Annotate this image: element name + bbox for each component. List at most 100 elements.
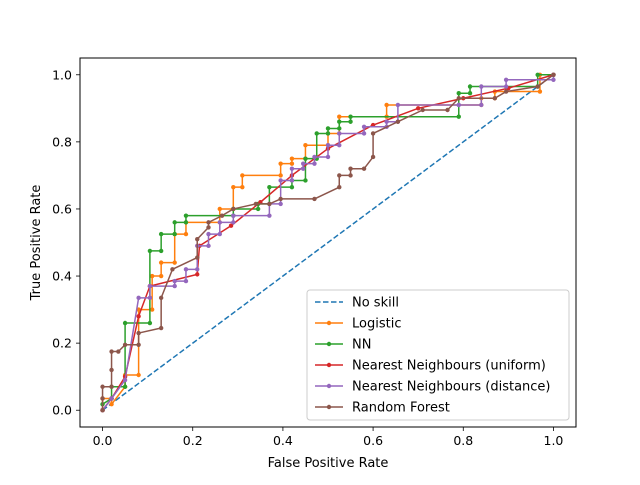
data-point-nearest-neighbours-distance-39 — [456, 102, 461, 108]
data-point-nearest-neighbours-distance-25 — [301, 161, 306, 166]
y-tick-label-2: 0.4 — [52, 269, 72, 284]
series-random-forest — [100, 72, 556, 413]
data-point-nearest-neighbours-distance-3 — [136, 295, 141, 301]
data-point-nearest-neighbours-distance-35 — [384, 119, 389, 124]
data-point-nearest-neighbours-distance-21 — [278, 178, 283, 183]
data-point-nearest-neighbours-distance-41 — [479, 84, 484, 89]
data-point-nearest-neighbours-distance-5 — [147, 283, 153, 289]
data-point-nearest-neighbours-distance-33 — [361, 124, 367, 129]
data-point-nearest-neighbours-distance-23 — [289, 166, 295, 171]
data-point-logistic-10 — [158, 273, 164, 279]
data-point-random-forest-3 — [109, 384, 114, 389]
data-point-random-forest-34 — [492, 96, 498, 101]
x-axis-ticks: 0.0 0.2 0.4 0.6 0.8 1.0 — [93, 427, 563, 448]
data-point-random-forest-5 — [109, 349, 114, 354]
data-point-nn-18 — [267, 184, 272, 190]
legend-label-logistic: Logistic — [352, 317, 401, 332]
data-point-random-forest-36 — [535, 84, 540, 89]
data-point-random-forest-8 — [136, 342, 141, 348]
data-point-random-forest-2 — [100, 384, 105, 389]
data-point-nn-26 — [325, 126, 331, 131]
data-point-nn-29 — [348, 119, 353, 124]
data-point-nearest-neighbours-distance-43 — [503, 77, 509, 83]
data-point-random-forest-29 — [370, 131, 376, 136]
data-point-nn-9 — [172, 231, 177, 237]
data-point-nearest-neighbours-distance-4 — [147, 295, 153, 301]
legend-label-random-forest: Random Forest — [352, 401, 450, 416]
y-axis-ticks: 0.0 0.2 0.4 0.6 0.8 1.0 — [52, 67, 80, 418]
data-point-nn-30 — [348, 114, 353, 119]
data-point-nearest-neighbours-distance-27 — [312, 154, 317, 160]
data-point-nearest-neighbours-distance-31 — [337, 131, 342, 136]
data-point-nn-31 — [456, 114, 461, 119]
data-point-nn-8 — [158, 231, 164, 237]
data-point-logistic-8 — [149, 307, 155, 312]
data-point-random-forest-6 — [116, 349, 121, 354]
data-point-nearest-neighbours-distance-16 — [231, 220, 236, 225]
data-point-nn-36 — [535, 72, 540, 77]
data-point-random-forest-32 — [445, 107, 450, 113]
data-point-nearest-neighbours-uniform-7 — [228, 223, 234, 228]
y-tick-label-3: 0.6 — [52, 201, 72, 216]
series-no-skill — [102, 74, 554, 411]
data-point-logistic-23 — [278, 161, 283, 166]
data-point-random-forest-19 — [253, 201, 259, 207]
data-point-random-forest-26 — [348, 166, 353, 171]
data-point-logistic-14 — [183, 231, 189, 237]
legend-frame — [306, 289, 570, 421]
series-line-nearest-neighbours-uniform — [101, 74, 554, 411]
data-point-logistic-3 — [109, 401, 114, 407]
data-point-nearest-neighbours-distance-13 — [206, 231, 211, 237]
data-point-random-forest-18 — [231, 206, 236, 212]
data-point-logistic-6 — [136, 372, 141, 378]
data-point-random-forest-17 — [219, 213, 225, 218]
data-point-nearest-neighbours-distance-1 — [109, 396, 114, 401]
y-tick-label-1: 0.2 — [52, 336, 72, 351]
data-point-nn-10 — [172, 220, 177, 225]
y-tick-label-5: 1.0 — [52, 67, 72, 82]
data-point-nearest-neighbours-distance-37 — [395, 102, 401, 108]
data-point-random-forest-10 — [158, 325, 164, 331]
data-point-random-forest-15 — [206, 225, 211, 230]
data-point-nn-4 — [122, 320, 128, 326]
data-point-logistic-20 — [240, 184, 245, 190]
x-tick-label-4: 0.8 — [453, 433, 473, 448]
data-point-random-forest-11 — [158, 295, 164, 301]
data-point-nearest-neighbours-distance-14 — [217, 231, 222, 237]
data-point-random-forest-33 — [456, 96, 461, 101]
series-nearest-neighbours-distance — [100, 72, 556, 413]
data-point-nearest-neighbours-distance-2 — [122, 377, 128, 383]
data-point-nearest-neighbours-distance-32 — [361, 131, 367, 136]
data-point-random-forest-1 — [100, 396, 105, 401]
data-point-nearest-neighbours-uniform-12 — [415, 106, 421, 111]
data-point-logistic-22 — [278, 173, 283, 178]
data-point-nearest-neighbours-uniform-3 — [136, 314, 141, 319]
y-tick-label-0: 0.0 — [52, 403, 72, 418]
data-point-nn-19 — [289, 184, 295, 190]
data-point-logistic-27 — [303, 143, 308, 148]
data-point-nearest-neighbours-distance-8 — [183, 278, 189, 284]
data-point-random-forest-22 — [312, 196, 317, 202]
data-point-logistic-11 — [158, 260, 164, 265]
data-point-nearest-neighbours-distance-29 — [325, 143, 331, 148]
data-point-random-forest-24 — [337, 173, 342, 178]
data-point-random-forest-16 — [206, 220, 211, 225]
data-point-random-forest-0 — [100, 408, 105, 413]
data-point-nearest-neighbours-distance-18 — [267, 213, 272, 218]
data-point-logistic-33 — [384, 102, 389, 108]
data-point-nearest-neighbours-distance-10 — [195, 267, 200, 272]
series-line-no-skill — [102, 74, 554, 411]
legend-marker-logistic — [326, 320, 332, 326]
data-point-logistic-17 — [217, 206, 222, 212]
data-point-nearest-neighbours-distance-17 — [231, 213, 236, 218]
data-point-nearest-neighbours-distance-12 — [206, 243, 211, 249]
legend-label-nearest-neighbours-uniform: Nearest Neighbours (uniform) — [352, 359, 546, 374]
x-axis-label: False Positive Rate — [268, 456, 389, 471]
legend-marker-nearest-neighbours-distance — [326, 383, 332, 389]
legend-marker-nn — [326, 341, 332, 347]
data-point-nearest-neighbours-distance-42 — [503, 84, 509, 89]
data-point-random-forest-25 — [348, 173, 353, 178]
data-point-random-forest-4 — [109, 367, 114, 373]
data-point-nn-11 — [183, 220, 189, 225]
data-point-random-forest-27 — [361, 166, 367, 171]
